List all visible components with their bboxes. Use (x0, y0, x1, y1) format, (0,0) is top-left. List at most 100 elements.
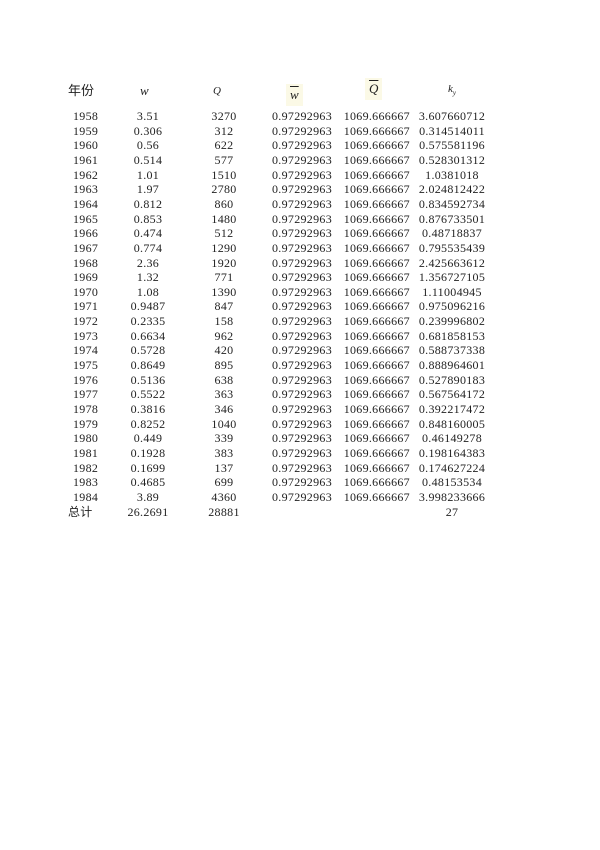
cell-q: 962 (214, 328, 234, 343)
cell-w-mean: 0.97292963 (272, 372, 332, 387)
cell-year: 1962 (73, 167, 99, 182)
cell-year: 1979 (73, 416, 99, 431)
cell-q-mean: 1069.666667 (343, 299, 410, 314)
cell-ky: 0.48718837 (422, 226, 482, 241)
cell-q: 158 (214, 314, 234, 329)
cell-q: 1480 (211, 211, 237, 226)
cell-w: 3.89 (136, 489, 160, 504)
cell-w: 0.474 (133, 226, 163, 241)
cell-q-mean: 1069.666667 (343, 196, 410, 211)
cell-q-mean: 1069.666667 (343, 328, 410, 343)
cell-year: 1961 (73, 152, 99, 167)
cell-w: 1.01 (136, 167, 160, 182)
cell-ky: 0.48153534 (422, 475, 482, 490)
cell-q-mean: 1069.666667 (343, 182, 410, 197)
cell-w-mean: 0.97292963 (272, 138, 332, 153)
cell-year: 1973 (73, 328, 99, 343)
cell-q-mean: 1069.666667 (343, 343, 410, 358)
cell-q-mean: 1069.666667 (343, 402, 410, 416)
cell-w-mean: 0.97292963 (272, 182, 332, 197)
header-w-mean: w (286, 84, 303, 106)
cell-q: 1290 (211, 240, 237, 255)
cell-w: 0.5728 (130, 343, 166, 358)
header-q: Q (213, 85, 221, 97)
cell-q-mean: 1069.666667 (343, 270, 410, 285)
cell-year: 1963 (73, 182, 99, 197)
cell-w: 0.5522 (130, 387, 166, 402)
cell-w-mean: 0.97292963 (272, 402, 332, 416)
cell-year: 1975 (73, 358, 99, 373)
cell-ky: 0.834592734 (418, 196, 486, 211)
cell-q: 771 (214, 270, 234, 285)
table-row: 1982 0.1699 137 0.97292963 1069.666667 0.1746… (0, 461, 600, 476)
cell-w: 0.1699 (130, 460, 166, 475)
cell-ky: 1.11004945 (422, 284, 482, 299)
cell-q: 512 (214, 226, 234, 241)
table-row: 1968 2.36 1920 0.97292963 1069.666667 2.42566… (0, 256, 600, 271)
cell-w: 0.774 (133, 240, 163, 255)
cell-ky: 0.392217472 (418, 402, 486, 416)
cell-ky: 0.848160005 (418, 416, 486, 431)
cell-w: 1.08 (136, 284, 160, 299)
table-row: 1974 0.5728 420 0.97292963 1069.666667 0.5887… (0, 343, 600, 358)
table-row: 1958 3.51 3270 0.97292963 1069.666667 3.60766… (0, 109, 600, 124)
cell-w-mean: 0.97292963 (272, 328, 332, 343)
cell-ky: 0.527890183 (418, 372, 486, 387)
cell-q-mean: 1069.666667 (343, 284, 410, 299)
table-row: 1975 0.8649 895 0.97292963 1069.666667 0.8889… (0, 358, 600, 373)
cell-q: 860 (214, 196, 234, 211)
cell-w-mean: 0.97292963 (272, 431, 332, 446)
cell-w-mean: 0.97292963 (272, 284, 332, 299)
cell-ky: 0.567564172 (418, 387, 486, 402)
cell-q: 2780 (211, 182, 237, 197)
cell-w-mean: 0.97292963 (272, 167, 332, 182)
table-row: 1969 1.32 771 0.97292963 1069.666667 1.356727… (0, 270, 600, 285)
cell-ky: 0.975096216 (418, 299, 486, 314)
table-row: 1976 0.5136 638 0.97292963 1069.666667 0.5278… (0, 373, 600, 388)
cell-year: 1980 (73, 431, 99, 446)
cell-q-mean: 1069.666667 (343, 240, 410, 255)
cell-year: 1981 (73, 445, 99, 460)
table-row: 1973 0.6634 962 0.97292963 1069.666667 0.6818… (0, 329, 600, 344)
table-row: 1970 1.08 1390 0.97292963 1069.666667 1.11004… (0, 285, 600, 300)
cell-ky: 0.795535439 (418, 240, 486, 255)
cell-ky: 0.876733501 (418, 211, 486, 226)
cell-q-mean: 1069.666667 (343, 109, 410, 123)
cell-w-mean: 0.97292963 (272, 416, 332, 431)
cell-year: 1974 (73, 343, 99, 358)
total-q: 28881 (208, 505, 240, 519)
cell-w-mean: 0.97292963 (272, 152, 332, 167)
cell-ky: 0.888964601 (418, 358, 486, 373)
cell-q: 699 (214, 475, 234, 490)
cell-q: 638 (214, 372, 234, 387)
cell-w: 0.9487 (130, 299, 166, 314)
cell-w: 3.51 (136, 109, 160, 123)
cell-w-mean: 0.97292963 (272, 445, 332, 460)
table-row: 1977 0.5522 363 0.97292963 1069.666667 0.5675… (0, 387, 600, 402)
cell-w: 1.97 (136, 182, 160, 197)
cell-year: 1965 (73, 211, 99, 226)
cell-w: 0.8252 (130, 416, 166, 431)
table-row: 1960 0.56 622 0.97292963 1069.666667 0.575581… (0, 138, 600, 153)
cell-w: 0.4685 (130, 475, 166, 490)
cell-ky: 2.024812422 (418, 182, 486, 197)
cell-ky: 0.314514011 (419, 123, 485, 138)
cell-year: 1969 (73, 270, 99, 285)
cell-q-mean: 1069.666667 (343, 387, 410, 402)
cell-w-mean: 0.97292963 (272, 299, 332, 314)
table-row: 1978 0.3816 346 0.97292963 1069.666667 0.3922… (0, 402, 600, 417)
cell-year: 1964 (73, 196, 99, 211)
cell-ky: 0.239996802 (418, 314, 486, 329)
cell-ky: 1.356727105 (418, 270, 486, 285)
cell-q-mean: 1069.666667 (343, 123, 410, 138)
cell-q-mean: 1069.666667 (343, 152, 410, 167)
cell-ky: 0.575581196 (419, 138, 485, 153)
table-row: 1972 0.2335 158 0.97292963 1069.666667 0.2399… (0, 314, 600, 329)
cell-q: 1040 (211, 416, 237, 431)
cell-w-mean: 0.97292963 (272, 387, 332, 402)
cell-q: 1390 (211, 284, 237, 299)
cell-w-mean: 0.97292963 (272, 123, 332, 138)
table-row: 1981 0.1928 383 0.97292963 1069.666667 0.1981… (0, 446, 600, 461)
cell-w-mean: 0.97292963 (272, 460, 332, 475)
cell-ky: 0.681858153 (418, 328, 486, 343)
